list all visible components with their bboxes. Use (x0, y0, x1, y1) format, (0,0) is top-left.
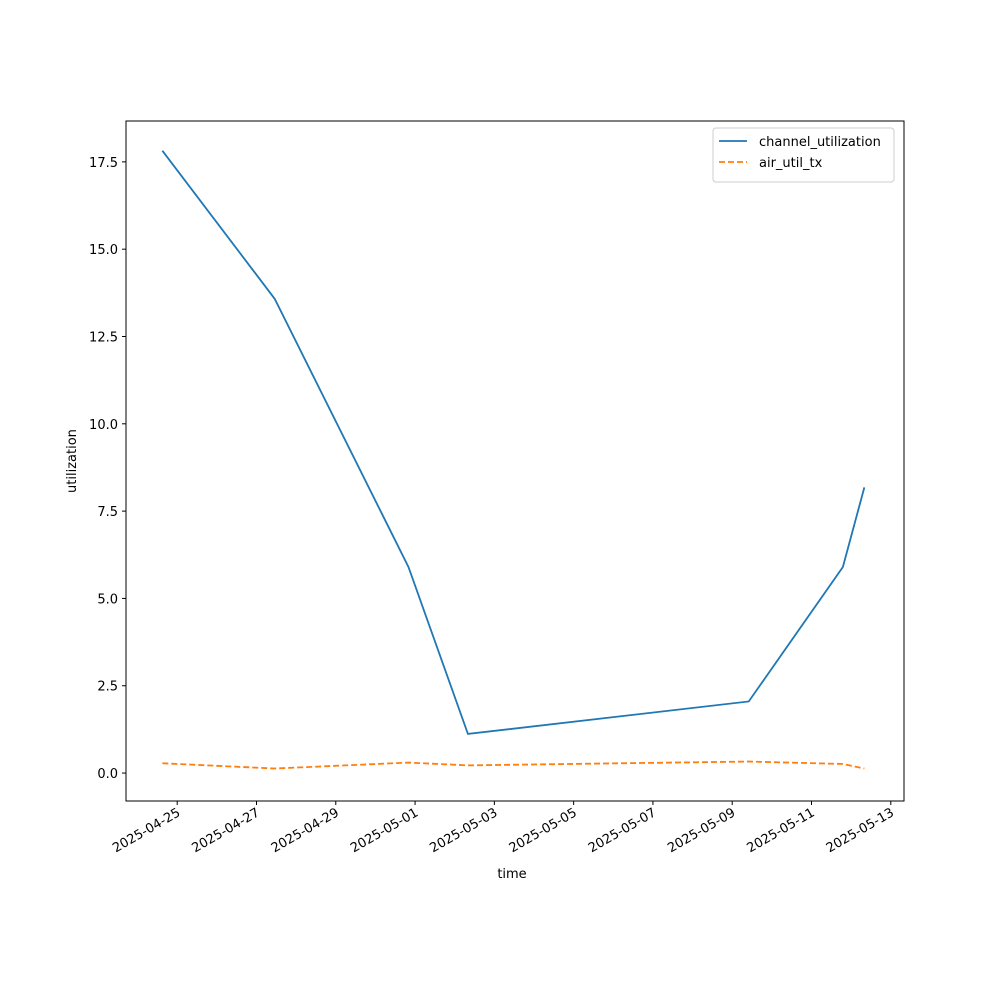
y-tick-label: 2.5 (97, 680, 118, 695)
series-line (161, 150, 866, 735)
y-tick-label: 15.0 (89, 243, 118, 258)
y-tick-label: 10.0 (89, 418, 118, 433)
legend-box (712, 127, 895, 183)
x-axis-label: time (497, 867, 526, 882)
y-axis-label: utilization (65, 429, 80, 493)
y-tick-label: 17.5 (89, 156, 118, 171)
legend-label: channel_utilization (759, 135, 881, 150)
plot-frame (125, 120, 905, 802)
series-line (162, 760, 865, 770)
legend-label: air_util_tx (759, 156, 823, 171)
y-tick-label: 12.5 (89, 330, 118, 345)
y-tick-label: 7.5 (97, 505, 118, 520)
y-tick-label: 5.0 (97, 592, 118, 607)
y-tick-label: 0.0 (97, 767, 118, 782)
